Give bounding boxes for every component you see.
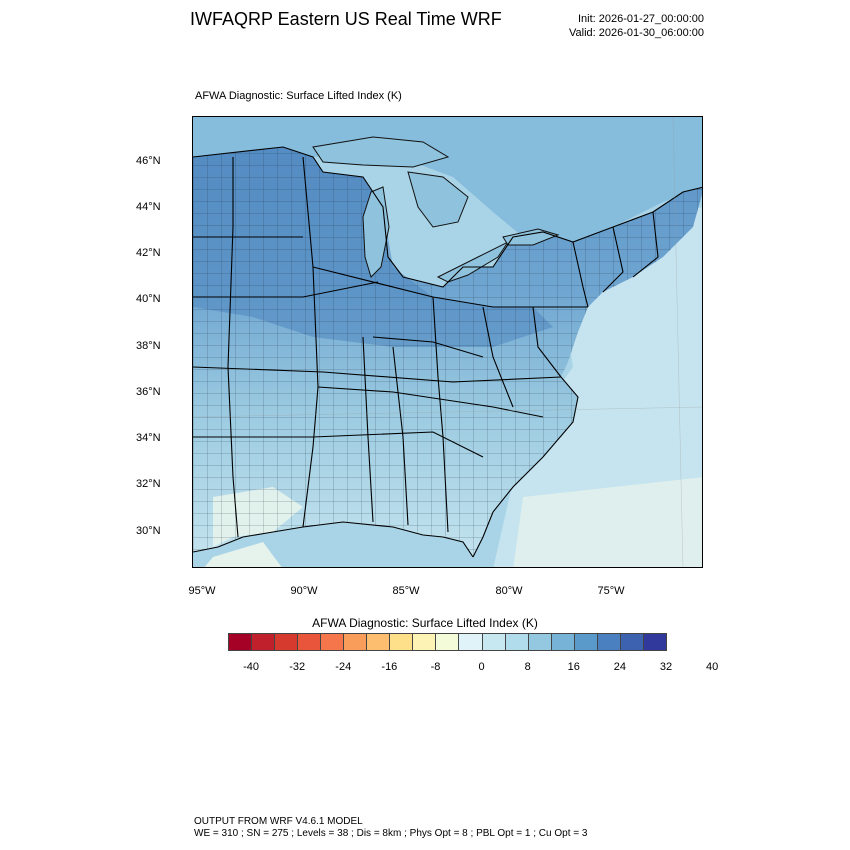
valid-time: Valid: 2026-01-30_06:00:00 [569, 27, 704, 39]
colorbar-swatch [573, 633, 598, 651]
init-time: Init: 2026-01-27_00:00:00 [578, 13, 704, 25]
colorbar-tick-label: -40 [243, 661, 259, 673]
lake-michigan [362, 186, 390, 278]
footer-config: WE = 310 ; SN = 275 ; Levels = 38 ; Dis … [194, 828, 588, 839]
footer-model: OUTPUT FROM WRF V4.6.1 MODEL [194, 816, 363, 827]
colorbar-swatch [527, 633, 552, 651]
colorbar [228, 633, 667, 651]
plot-title: AFWA Diagnostic: Surface Lifted Index (K… [195, 90, 402, 102]
lake-ontario [502, 228, 560, 246]
lat-label: 34°N [136, 432, 161, 444]
colorbar-tick-label: 0 [478, 661, 485, 673]
colorbar-swatch [458, 633, 483, 651]
colorbar-swatch [389, 633, 414, 651]
colorbar-swatch [320, 633, 345, 651]
colorbar-tick-label: 32 [659, 661, 673, 673]
gulf-light [204, 542, 282, 567]
colorbar-tick-label: 16 [567, 661, 580, 673]
lon-label: 75°W [597, 585, 625, 597]
map-svg [193, 117, 702, 567]
colorbar-swatch [251, 633, 276, 651]
colorbar-swatch [642, 633, 667, 651]
colorbar-swatch [596, 633, 621, 651]
lat-label: 42°N [136, 247, 161, 259]
lat-label: 46°N [136, 155, 161, 167]
colorbar-swatch [412, 633, 437, 651]
colorbar-tick-label: 24 [613, 661, 627, 673]
lat-label: 40°N [136, 293, 161, 305]
lat-label: 32°N [136, 478, 161, 490]
lat-label: 36°N [136, 386, 161, 398]
colorbar-swatch [343, 633, 368, 651]
atlantic-ocean [493, 207, 702, 567]
colorbar-swatch [550, 633, 575, 651]
colorbar-tick-label: 8 [524, 661, 531, 673]
colorbar-swatch [435, 633, 460, 651]
lat-label: 30°N [136, 525, 161, 537]
lat-label: 44°N [136, 201, 161, 213]
state-boundaries [193, 146, 702, 558]
colorbar-tick-label: -16 [381, 661, 398, 673]
lon-label: 90°W [290, 585, 318, 597]
atlantic-light [513, 477, 702, 567]
graticule [193, 117, 702, 567]
colorbar-swatch [619, 633, 644, 651]
colorbar-swatch [504, 633, 529, 651]
colorbar-swatch [228, 633, 253, 651]
lon-label: 85°W [392, 585, 420, 597]
lake-huron [407, 171, 469, 228]
lon-label: 95°W [188, 585, 216, 597]
colorbar-swatch [366, 633, 391, 651]
lake-superior [312, 136, 450, 168]
colorbar-tick-label: -32 [289, 661, 306, 673]
lat-label: 38°N [136, 340, 161, 352]
colorbar-tick-label: -8 [430, 661, 441, 673]
lon-label: 80°W [495, 585, 523, 597]
colorbar-tick-label: 40 [705, 661, 719, 673]
map-panel [192, 116, 703, 568]
figure-title: IWFAQRP Eastern US Real Time WRF [190, 9, 502, 29]
colorbar-tick-label: -24 [335, 661, 352, 673]
colorbar-swatch [274, 633, 299, 651]
colorbar-swatch [297, 633, 322, 651]
colorbar-title: AFWA Diagnostic: Surface Lifted Index (K… [312, 616, 538, 630]
colorbar-swatch [481, 633, 506, 651]
